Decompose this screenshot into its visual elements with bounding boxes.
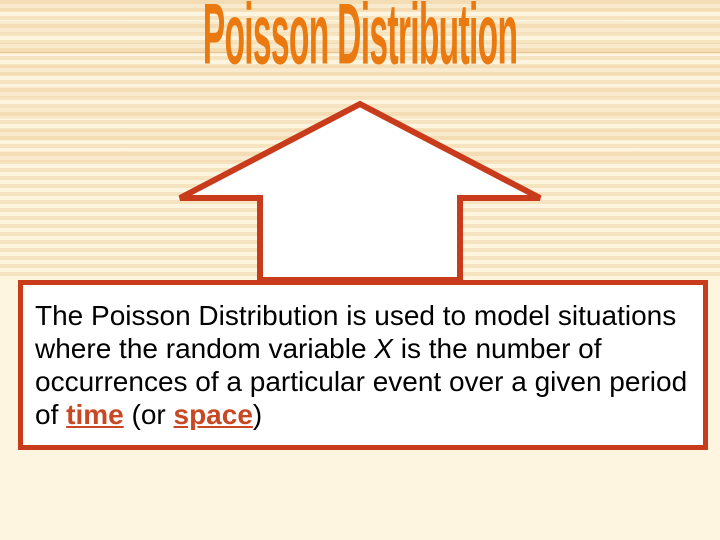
body-suffix: ) [253, 399, 262, 430]
keyword-space: space [174, 399, 253, 430]
definition-box: The Poisson Distribution is used to mode… [18, 280, 708, 450]
variable-x: X [374, 333, 393, 364]
slide-title: Poisson Distribution [203, 0, 518, 85]
body-between: (or [124, 399, 174, 430]
up-arrow-shape [150, 98, 570, 284]
keyword-time: time [66, 399, 124, 430]
